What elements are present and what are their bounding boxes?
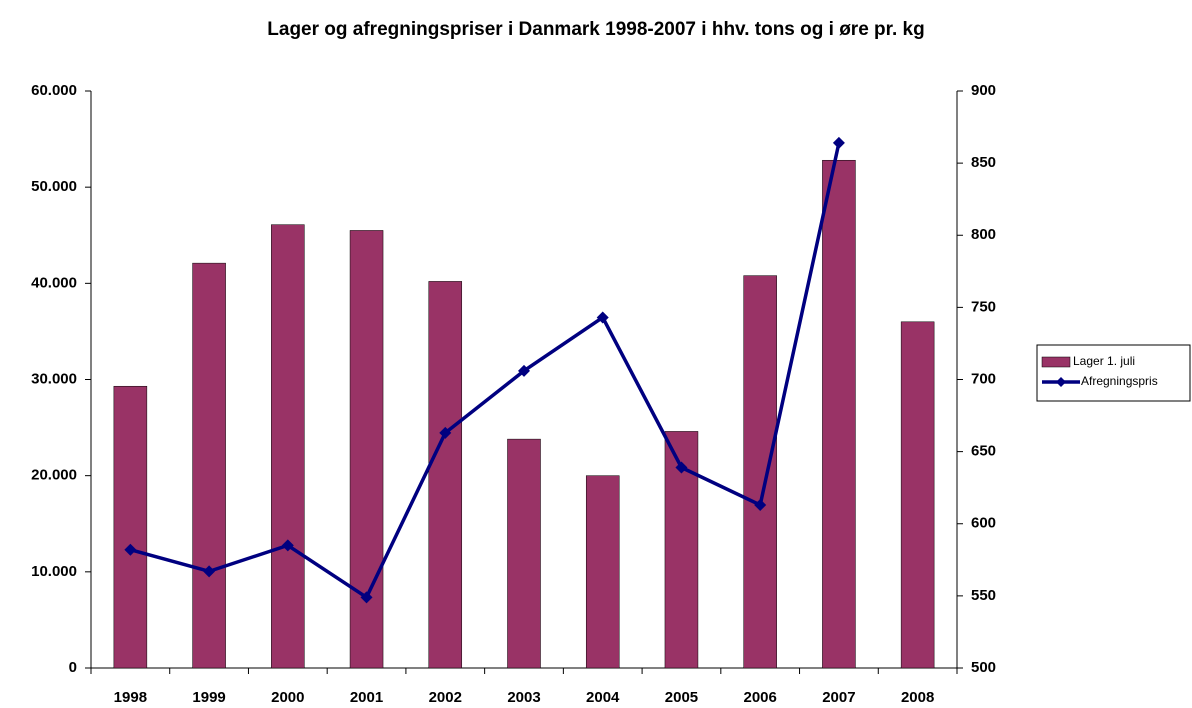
y2-tick-label: 750: [971, 298, 996, 315]
y-tick-label: 20.000: [31, 467, 77, 484]
point: [596, 311, 609, 324]
y2-tick-label: 650: [971, 443, 996, 460]
point: [360, 591, 373, 604]
legend-label: Lager 1. juli: [1073, 354, 1135, 368]
point: [832, 136, 845, 149]
bar: [822, 159, 856, 669]
x-tick-label: 1998: [114, 689, 147, 706]
y-tick-label: 0: [69, 659, 77, 676]
bar: [743, 275, 777, 669]
y2-tick-label: 500: [971, 659, 996, 676]
y2-tick-label: 800: [971, 226, 996, 243]
bar: [585, 475, 620, 669]
y-tick-label: 40.000: [31, 274, 77, 291]
point: [124, 543, 137, 556]
y2-tick-label: 850: [971, 154, 996, 171]
x-tick-label: 2003: [507, 689, 540, 706]
bar: [192, 262, 226, 669]
y2-tick-label: 700: [971, 370, 996, 387]
y-tick-label: 50.000: [31, 178, 77, 195]
line: [129, 142, 841, 600]
y2-tick-label: 550: [971, 587, 996, 604]
y-tick-label: 30.000: [31, 370, 77, 387]
y-tick-label: 60.000: [31, 82, 77, 99]
x-tick-label: 2001: [350, 689, 383, 706]
legend-label: Afregningspris: [1081, 374, 1158, 388]
x-tick-label: 1999: [192, 689, 225, 706]
y2-tick-label: 600: [971, 515, 996, 532]
y-tick-label: 10.000: [31, 563, 77, 580]
point: [675, 461, 688, 474]
legend-swatch: [1056, 377, 1066, 387]
bar: [113, 385, 148, 669]
x-tick-label: 2008: [901, 689, 934, 706]
point: [518, 364, 530, 377]
chart-title: Lager og afregningspriser i Danmark 1998…: [267, 19, 924, 40]
point: [754, 498, 767, 511]
bar: [428, 281, 463, 669]
x-tick-label: 2002: [429, 689, 462, 706]
point: [439, 426, 452, 439]
point: [203, 565, 216, 578]
bar: [900, 321, 935, 669]
bar: [271, 224, 305, 669]
x-tick-label: 2007: [822, 689, 855, 706]
bar: [507, 438, 541, 669]
y2-tick-label: 900: [971, 82, 996, 99]
x-tick-label: 2004: [586, 689, 620, 706]
x-tick-label: 2005: [665, 689, 698, 706]
legend-swatch: [1041, 356, 1071, 368]
x-tick-label: 2000: [271, 689, 304, 706]
x-tick-label: 2006: [743, 689, 776, 706]
legend: [1036, 344, 1191, 402]
point: [281, 539, 294, 552]
